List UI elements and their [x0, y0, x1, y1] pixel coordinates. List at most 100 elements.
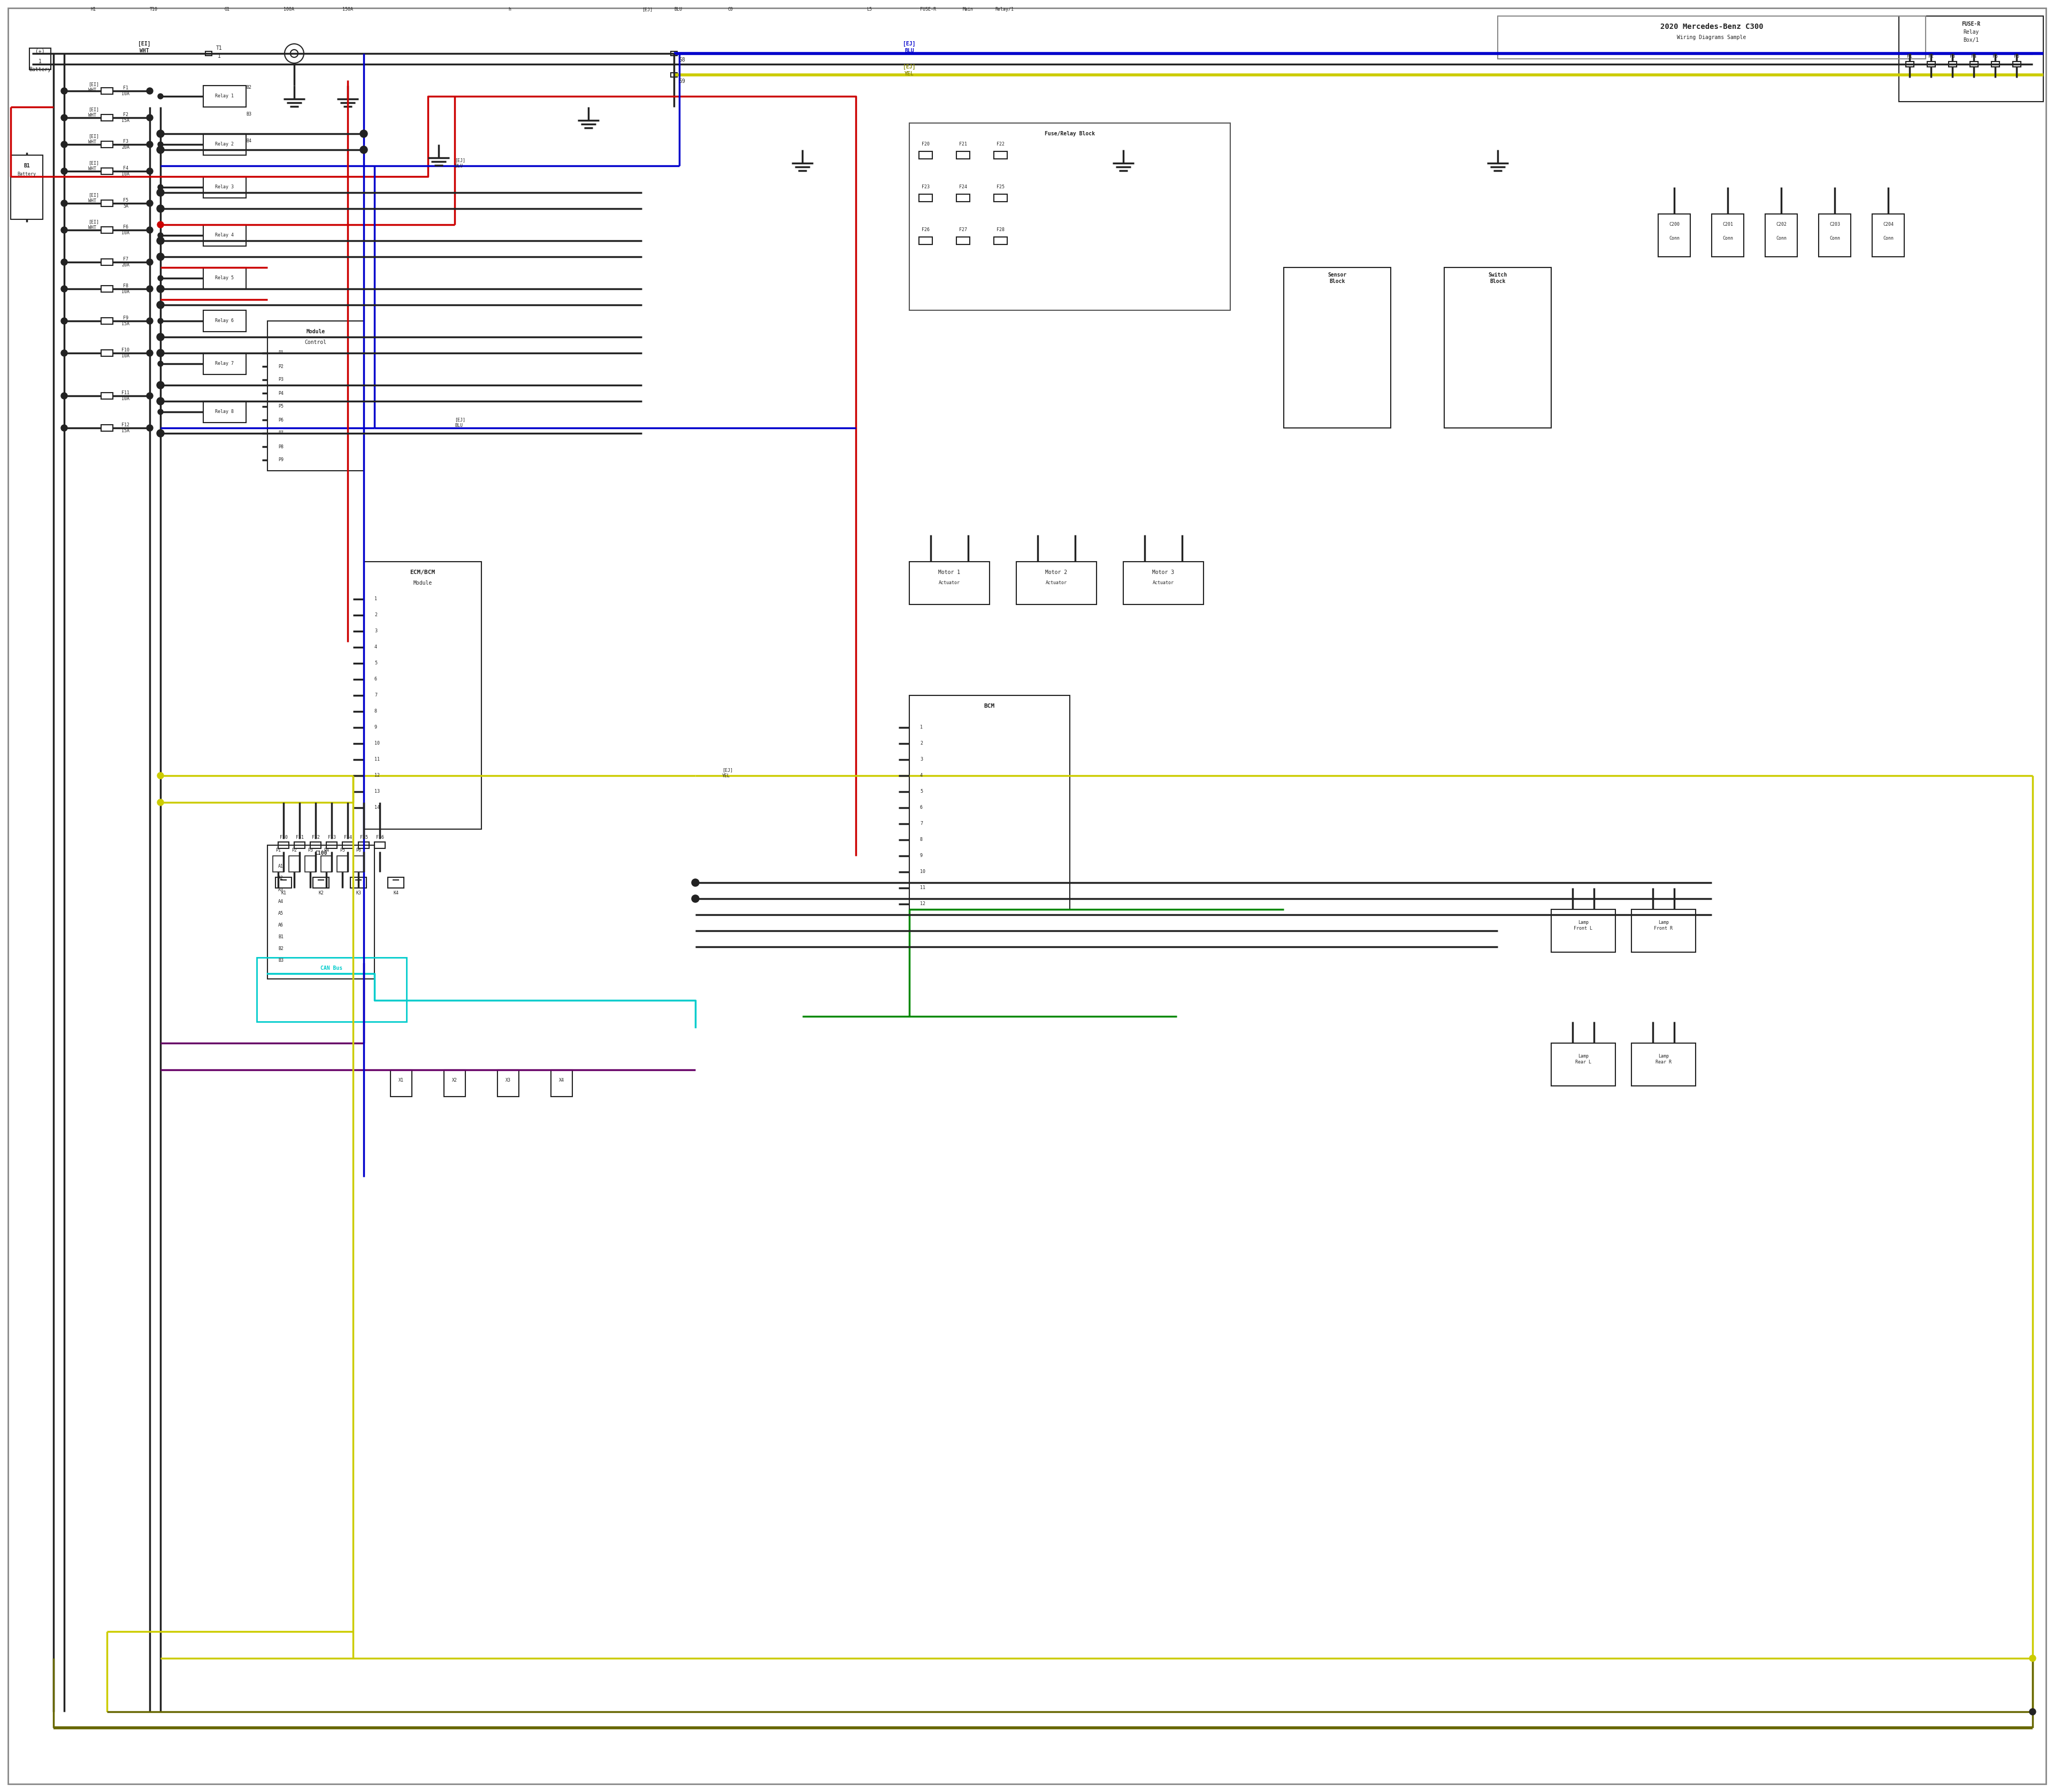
Bar	[29, 48, 51, 70]
Text: BLU: BLU	[904, 48, 914, 54]
Text: Motor 3: Motor 3	[1152, 570, 1175, 575]
Text: Lamp
Rear R: Lamp Rear R	[1656, 1054, 1672, 1064]
Text: 7: 7	[920, 821, 922, 826]
Bar	[957, 237, 969, 244]
Text: F1: F1	[1906, 54, 1912, 59]
Bar	[1992, 61, 1999, 66]
Bar	[203, 177, 246, 197]
Bar	[273, 857, 283, 873]
Text: F24: F24	[959, 185, 967, 190]
Text: Main: Main	[963, 7, 974, 13]
Bar	[275, 878, 292, 889]
Text: L5: L5	[867, 7, 871, 13]
Text: 6: 6	[920, 805, 922, 810]
Circle shape	[156, 145, 164, 154]
Circle shape	[62, 285, 68, 292]
Bar	[2013, 61, 2021, 66]
Text: Lamp
Front R: Lamp Front R	[1653, 921, 1672, 930]
Text: F7
20A: F7 20A	[121, 256, 129, 267]
Bar	[1631, 909, 1697, 952]
Text: B3: B3	[246, 111, 251, 116]
Text: B2: B2	[246, 84, 251, 90]
Text: Relay 2: Relay 2	[216, 142, 234, 147]
Text: P2: P2	[292, 848, 298, 853]
Text: ECM/BCM: ECM/BCM	[411, 570, 435, 575]
Text: 11: 11	[374, 758, 380, 762]
Text: [EI]
WHT: [EI] WHT	[88, 161, 99, 170]
Circle shape	[146, 88, 152, 95]
Text: [EI]
WHT: [EI] WHT	[88, 134, 99, 145]
Circle shape	[62, 258, 68, 265]
Text: C203: C203	[1830, 222, 1840, 228]
Text: 10: 10	[920, 869, 926, 874]
Circle shape	[158, 772, 164, 780]
Text: C202: C202	[1777, 222, 1787, 228]
Text: 100A: 100A	[283, 7, 294, 13]
Text: Actuator: Actuator	[1045, 581, 1068, 586]
Text: Lamp
Rear L: Lamp Rear L	[1575, 1054, 1592, 1064]
Bar	[310, 842, 320, 848]
Text: Module: Module	[413, 581, 431, 586]
Bar	[1898, 16, 2044, 102]
Bar	[957, 194, 969, 202]
Bar	[203, 401, 246, 423]
Text: 2: 2	[374, 613, 378, 618]
Text: Relay: Relay	[1964, 29, 1978, 34]
Bar	[1284, 267, 1391, 428]
Circle shape	[158, 142, 162, 147]
Text: K4: K4	[392, 891, 398, 896]
Circle shape	[62, 142, 68, 147]
Circle shape	[146, 201, 152, 206]
Bar	[1658, 213, 1690, 256]
Bar	[277, 842, 290, 848]
Circle shape	[156, 333, 164, 340]
Circle shape	[62, 201, 68, 206]
Bar	[343, 842, 353, 848]
Circle shape	[359, 131, 368, 138]
Text: P7: P7	[277, 430, 283, 435]
Text: Wiring Diagrams Sample: Wiring Diagrams Sample	[1678, 34, 1746, 39]
Text: [EI]
WHT: [EI] WHT	[88, 194, 99, 202]
Text: 6: 6	[374, 677, 378, 681]
Text: 14: 14	[374, 805, 380, 810]
Text: B3: B3	[277, 959, 283, 962]
Bar	[444, 1070, 466, 1097]
Text: F6
10A: F6 10A	[121, 224, 129, 235]
Text: P1: P1	[275, 848, 281, 853]
Circle shape	[158, 233, 162, 238]
Bar	[327, 842, 337, 848]
Text: F20: F20	[922, 142, 928, 147]
Text: 1: 1	[374, 597, 378, 602]
Bar	[101, 228, 113, 233]
Bar	[101, 142, 113, 147]
Text: 8: 8	[374, 710, 378, 713]
Text: [EI]
WHT: [EI] WHT	[88, 82, 99, 93]
Bar	[994, 194, 1006, 202]
Bar	[388, 878, 405, 889]
Text: 5: 5	[374, 661, 378, 665]
Bar	[910, 695, 1070, 909]
Text: Conn: Conn	[1884, 235, 1894, 240]
Circle shape	[146, 258, 152, 265]
Bar	[101, 88, 113, 95]
Bar	[1631, 1043, 1697, 1086]
Circle shape	[146, 115, 152, 120]
Text: 1: 1	[39, 59, 41, 65]
Bar	[337, 857, 347, 873]
Bar	[101, 425, 113, 432]
Circle shape	[146, 392, 152, 400]
Text: X1: X1	[398, 1079, 405, 1082]
Circle shape	[62, 115, 68, 120]
Bar	[294, 842, 304, 848]
Text: [EI]
WHT: [EI] WHT	[88, 108, 99, 118]
Text: Relay 4: Relay 4	[216, 233, 234, 238]
Bar	[1906, 61, 1914, 66]
Text: Conn: Conn	[1777, 235, 1787, 240]
Text: B4: B4	[246, 138, 251, 143]
Bar	[312, 878, 329, 889]
Text: F11
10A: F11 10A	[121, 391, 129, 401]
Circle shape	[146, 285, 152, 292]
Text: A5: A5	[277, 912, 283, 916]
Text: 2020 Mercedes-Benz C300: 2020 Mercedes-Benz C300	[1660, 23, 1762, 30]
Text: Box/1: Box/1	[1964, 38, 1978, 43]
